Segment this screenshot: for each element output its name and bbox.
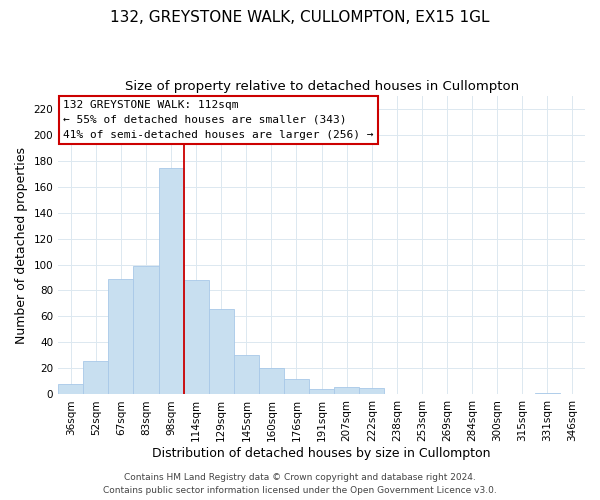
Bar	[334, 386, 359, 394]
Bar	[158, 168, 184, 394]
Bar	[259, 368, 284, 394]
Bar	[58, 384, 83, 394]
X-axis label: Distribution of detached houses by size in Cullompton: Distribution of detached houses by size …	[152, 447, 491, 460]
Bar	[359, 388, 385, 394]
Title: Size of property relative to detached houses in Cullompton: Size of property relative to detached ho…	[125, 80, 518, 93]
Bar	[109, 279, 133, 394]
Bar	[309, 390, 334, 394]
Bar	[83, 360, 109, 394]
Y-axis label: Number of detached properties: Number of detached properties	[15, 146, 28, 344]
Text: 132, GREYSTONE WALK, CULLOMPTON, EX15 1GL: 132, GREYSTONE WALK, CULLOMPTON, EX15 1G…	[110, 10, 490, 25]
Text: Contains HM Land Registry data © Crown copyright and database right 2024.
Contai: Contains HM Land Registry data © Crown c…	[103, 474, 497, 495]
Bar	[234, 356, 259, 395]
Bar	[133, 266, 158, 394]
Bar	[284, 379, 309, 394]
Bar	[209, 308, 234, 394]
Text: 132 GREYSTONE WALK: 112sqm
← 55% of detached houses are smaller (343)
41% of sem: 132 GREYSTONE WALK: 112sqm ← 55% of deta…	[64, 100, 374, 140]
Bar	[184, 280, 209, 394]
Bar	[535, 393, 560, 394]
